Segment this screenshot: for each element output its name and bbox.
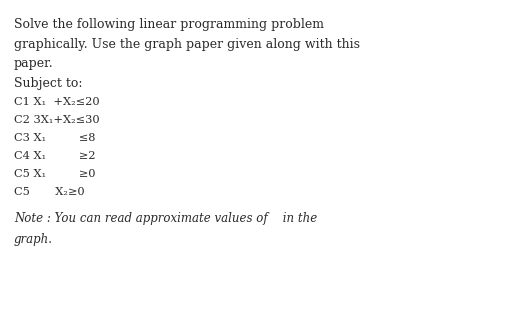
Text: C5       X₂≥0: C5 X₂≥0 xyxy=(14,187,85,197)
Text: graph.: graph. xyxy=(14,233,53,246)
Text: Note : You can read approximate values of    in the: Note : You can read approximate values o… xyxy=(14,212,318,225)
Text: Subject to:: Subject to: xyxy=(14,77,82,90)
Text: paper.: paper. xyxy=(14,57,54,70)
Text: graphically. Use the graph paper given along with this: graphically. Use the graph paper given a… xyxy=(14,38,360,51)
Text: C2 3X₁+X₂≤30: C2 3X₁+X₂≤30 xyxy=(14,115,100,125)
Text: C4 X₁         ≥2: C4 X₁ ≥2 xyxy=(14,151,96,161)
Text: C1 X₁  +X₂≤20: C1 X₁ +X₂≤20 xyxy=(14,97,100,107)
Text: C5 X₁         ≥0: C5 X₁ ≥0 xyxy=(14,169,96,179)
Text: C3 X₁         ≤8: C3 X₁ ≤8 xyxy=(14,133,96,143)
Text: Solve the following linear programming problem: Solve the following linear programming p… xyxy=(14,18,324,31)
